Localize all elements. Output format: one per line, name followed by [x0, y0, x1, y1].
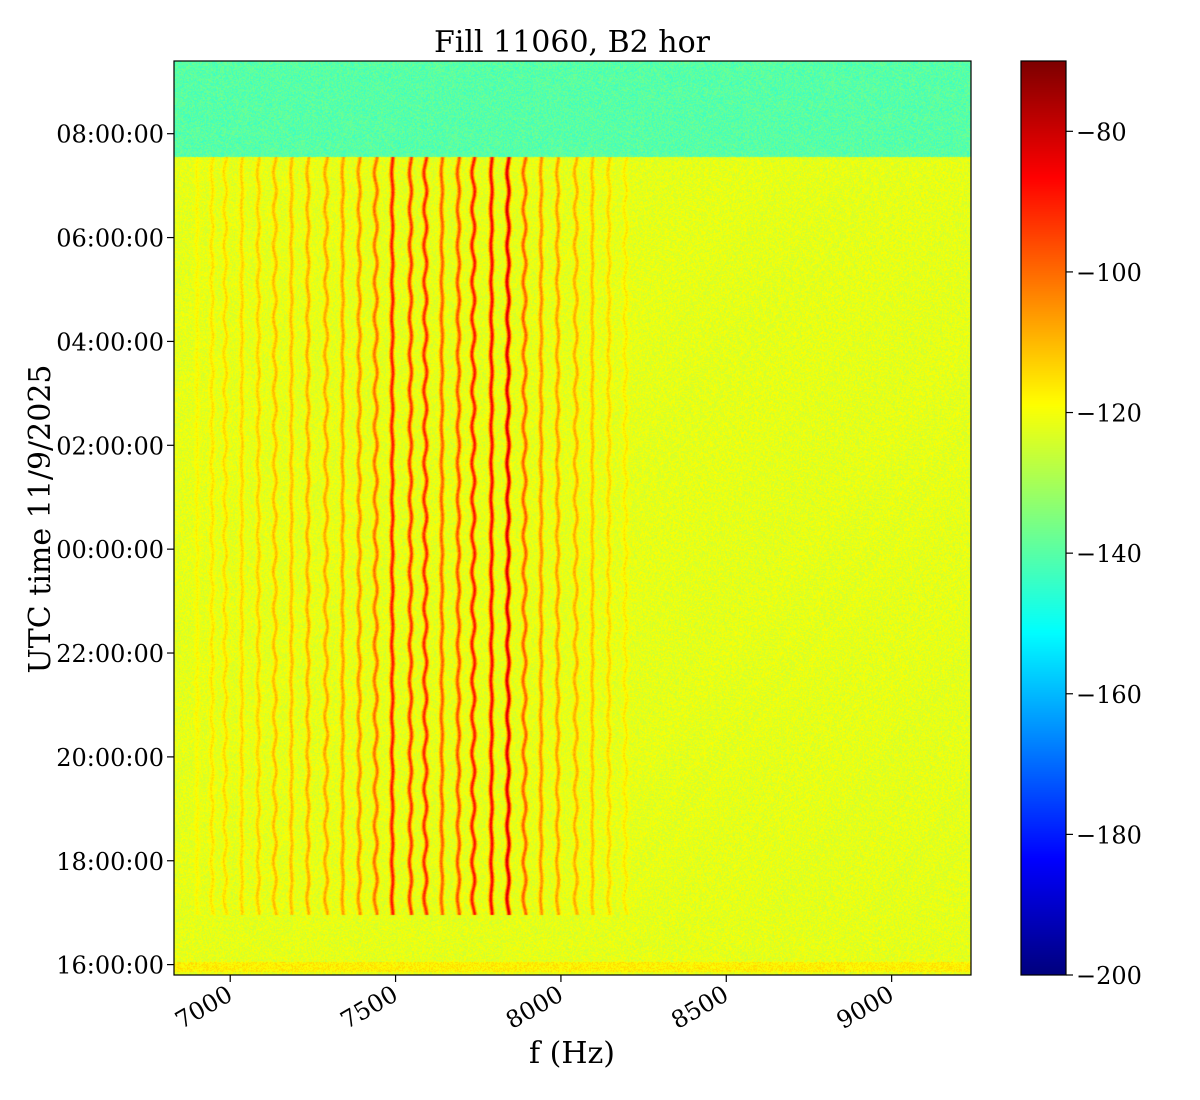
y-tick-label: 00:00:00 — [56, 536, 164, 564]
colorbar-tick-label: −140 — [1076, 540, 1142, 568]
colorbar-tick-label: −80 — [1076, 118, 1127, 146]
heatmap-plot — [173, 60, 972, 976]
x-tick-label: 7500 — [336, 980, 403, 1035]
colorbar: −80 −100 −120 −140 −160 −180 −200 — [1020, 60, 1142, 990]
y-tick-label: 20:00:00 — [56, 744, 164, 772]
x-tick-label: 9000 — [832, 980, 899, 1035]
heatmap-image — [174, 61, 971, 975]
colorbar-tick-label: −120 — [1076, 400, 1142, 428]
x-tick-label: 7000 — [170, 980, 237, 1035]
y-tick-label: 18:00:00 — [56, 848, 164, 876]
x-axis: 7000 7500 8000 8500 9000 — [170, 975, 899, 1035]
colorbar-tick-label: −160 — [1076, 681, 1142, 709]
y-axis-label: UTC time 11/9/2025 — [23, 365, 58, 674]
colorbar-tick-label: −180 — [1076, 821, 1142, 849]
y-tick-label: 08:00:00 — [56, 121, 164, 149]
y-tick-label: 04:00:00 — [56, 328, 164, 356]
chart-title: Fill 11060, B2 hor — [434, 25, 711, 60]
x-axis-label: f (Hz) — [529, 1036, 615, 1071]
colorbar-frame — [1020, 60, 1067, 976]
x-tick-label: 8000 — [501, 980, 568, 1035]
colorbar-tick-label: −200 — [1076, 962, 1142, 990]
y-axis: 16:00:00 18:00:00 20:00:00 22:00:00 00:00:00… — [56, 121, 174, 980]
colorbar-tick-label: −100 — [1076, 259, 1142, 287]
x-tick-label: 8500 — [666, 980, 733, 1035]
colorbar-gradient — [1021, 61, 1066, 975]
y-tick-label: 02:00:00 — [56, 432, 164, 460]
colorbar-ticks: −80 −100 −120 −140 −160 −180 −200 — [1066, 118, 1142, 990]
plot-frame — [173, 60, 972, 976]
y-tick-label: 22:00:00 — [56, 640, 164, 668]
y-tick-label: 06:00:00 — [56, 225, 164, 253]
y-tick-label: 16:00:00 — [56, 952, 164, 980]
